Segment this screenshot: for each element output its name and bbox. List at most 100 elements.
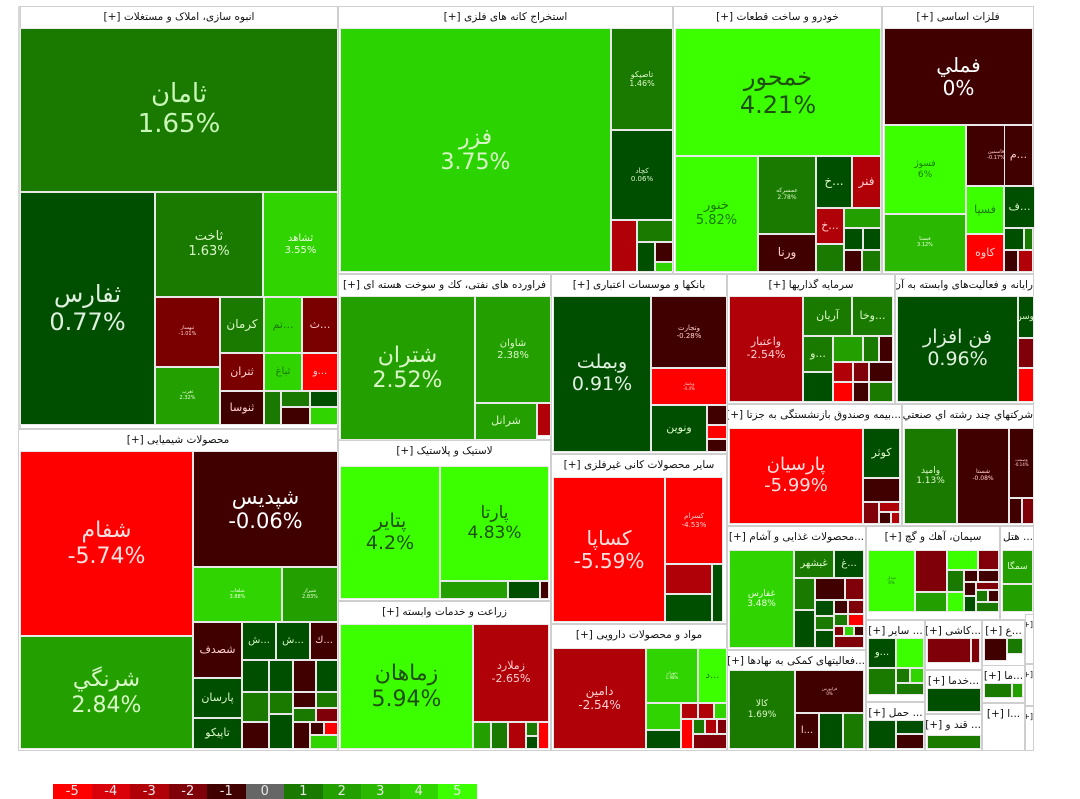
stock-tile[interactable] bbox=[1022, 498, 1034, 524]
stock-tile[interactable] bbox=[242, 692, 269, 722]
stock-tile[interactable] bbox=[815, 600, 834, 616]
stock-tile[interactable]: پارسیان -5.99% bbox=[729, 428, 863, 524]
stock-tile[interactable] bbox=[863, 336, 879, 362]
stock-tile[interactable] bbox=[815, 630, 834, 648]
sector-title-expand-button[interactable]: ... سایر [+] bbox=[868, 625, 923, 637]
sector-title-expand-button[interactable]: سرمایه گذاریها [+] bbox=[768, 279, 854, 291]
stock-tile[interactable] bbox=[540, 581, 549, 599]
stock-tile[interactable] bbox=[844, 250, 862, 272]
stock-tile[interactable] bbox=[896, 668, 910, 683]
stock-tile[interactable] bbox=[681, 719, 693, 749]
stock-tile[interactable]: آریان bbox=[803, 296, 852, 336]
stock-tile[interactable] bbox=[655, 242, 673, 262]
stock-tile[interactable]: سدار 6% bbox=[868, 550, 915, 612]
sector-title-expand-button[interactable]: [+] bbox=[1026, 712, 1033, 721]
sector-title-expand-button[interactable]: سایر محصولات کانی غیرفلزی [+] bbox=[563, 459, 715, 471]
stock-tile[interactable] bbox=[665, 564, 712, 594]
sector-title-expand-button[interactable]: ...فعالیتهای کمکی به نهادها [+] bbox=[728, 655, 865, 667]
sector-title-expand-button[interactable]: انبوه سازی، املاک و مستغلات [+] bbox=[103, 11, 255, 23]
stock-tile[interactable] bbox=[538, 722, 549, 749]
sector-title-expand-button[interactable]: زراعت و خدمات وابسته [+] bbox=[382, 606, 507, 618]
stock-tile[interactable] bbox=[927, 735, 981, 749]
stock-tile[interactable] bbox=[976, 590, 988, 602]
stock-tile[interactable] bbox=[816, 244, 844, 272]
stock-tile[interactable]: پارتا 4.83% bbox=[440, 466, 549, 581]
stock-tile[interactable]: تاصیکو 1.46% bbox=[611, 28, 673, 130]
sector-title-expand-button[interactable]: [+] bbox=[1026, 670, 1033, 679]
stock-tile[interactable] bbox=[834, 626, 844, 636]
stock-tile[interactable] bbox=[834, 636, 864, 648]
stock-tile[interactable]: شستا -0.08% bbox=[957, 428, 1009, 524]
stock-tile[interactable] bbox=[281, 391, 310, 407]
stock-tile[interactable]: وامید 1.13% bbox=[904, 428, 957, 524]
sector-title-expand-button[interactable]: ...خدما [+] bbox=[927, 675, 980, 687]
stock-tile[interactable]: تاپیکو bbox=[193, 718, 242, 749]
stock-tile[interactable]: توسن bbox=[1018, 296, 1034, 338]
stock-tile[interactable] bbox=[646, 730, 681, 749]
stock-tile[interactable] bbox=[310, 722, 324, 735]
sector-title-expand-button[interactable]: بانکها و موسسات اعتباری [+] bbox=[572, 279, 706, 291]
stock-tile[interactable]: ثغرب 2.32% bbox=[155, 367, 220, 425]
stock-tile[interactable] bbox=[964, 596, 976, 612]
stock-tile[interactable]: غفارس 3.48% bbox=[729, 550, 794, 648]
stock-tile[interactable] bbox=[879, 502, 900, 512]
stock-tile[interactable] bbox=[815, 616, 834, 630]
stock-tile[interactable] bbox=[845, 578, 864, 600]
stock-tile[interactable] bbox=[473, 722, 491, 749]
stock-tile[interactable] bbox=[971, 638, 980, 663]
stock-tile[interactable]: خنور 5.82% bbox=[675, 156, 758, 272]
stock-tile[interactable]: خمحور 4.21% bbox=[675, 28, 881, 156]
stock-tile[interactable] bbox=[1024, 228, 1033, 250]
stock-tile[interactable] bbox=[896, 683, 924, 695]
stock-tile[interactable] bbox=[947, 550, 978, 570]
stock-tile[interactable]: وصنعت -0.14% bbox=[1009, 428, 1034, 498]
stock-tile[interactable] bbox=[803, 372, 833, 402]
stock-tile[interactable]: ثشاهد 3.55% bbox=[263, 192, 338, 297]
sector-title-expand-button[interactable]: شرکتهاي چند رشته اي صنعتي [+] bbox=[903, 409, 1033, 421]
sector-title-expand-button[interactable]: ... حمل [+] bbox=[868, 707, 923, 719]
stock-tile[interactable]: ...ك bbox=[310, 622, 338, 660]
stock-tile[interactable] bbox=[927, 638, 971, 663]
stock-tile[interactable]: ...تم bbox=[264, 297, 302, 353]
stock-tile[interactable] bbox=[964, 582, 976, 596]
stock-tile[interactable] bbox=[896, 638, 924, 668]
stock-tile[interactable]: واعتبار -2.54% bbox=[729, 296, 803, 402]
stock-tile[interactable] bbox=[1009, 498, 1022, 524]
stock-tile[interactable] bbox=[848, 600, 864, 614]
stock-tile[interactable] bbox=[947, 592, 964, 612]
stock-tile[interactable] bbox=[794, 578, 815, 610]
stock-tile[interactable] bbox=[976, 582, 999, 590]
stock-tile[interactable] bbox=[637, 220, 673, 242]
sector-title-expand-button[interactable]: ...بیمه وصندوق بازنشستگی به جزتا [+] bbox=[728, 409, 901, 421]
stock-tile[interactable]: ...ا bbox=[795, 713, 819, 749]
sector-panel[interactable]: [+] bbox=[1025, 664, 1034, 706]
stock-tile[interactable] bbox=[707, 439, 727, 452]
stock-tile[interactable]: ...و bbox=[803, 336, 833, 372]
stock-tile[interactable] bbox=[854, 626, 864, 636]
stock-tile[interactable] bbox=[844, 228, 863, 250]
stock-tile[interactable]: کساپا -5.59% bbox=[553, 477, 665, 622]
stock-tile[interactable]: ثاخت 1.63% bbox=[155, 192, 263, 297]
stock-tile[interactable] bbox=[1018, 368, 1034, 402]
stock-tile[interactable]: وبملت 0.91% bbox=[553, 296, 651, 452]
stock-tile[interactable]: عمسرکه 2.78% bbox=[758, 156, 816, 234]
stock-tile[interactable]: شفام -5.74% bbox=[20, 451, 193, 636]
sector-title-expand-button[interactable]: [+] bbox=[1026, 620, 1033, 629]
stock-tile[interactable] bbox=[242, 660, 269, 692]
stock-tile[interactable]: ورنا bbox=[758, 234, 816, 272]
stock-tile[interactable] bbox=[1002, 584, 1033, 612]
stock-tile[interactable]: ...و bbox=[302, 353, 338, 391]
stock-tile[interactable] bbox=[910, 668, 924, 683]
stock-tile[interactable]: فنر bbox=[852, 156, 881, 208]
stock-tile[interactable]: غبشهر bbox=[794, 550, 834, 578]
stock-tile[interactable]: ونوین bbox=[651, 405, 707, 452]
stock-tile[interactable] bbox=[1018, 250, 1033, 272]
stock-tile[interactable] bbox=[698, 703, 714, 719]
stock-tile[interactable] bbox=[440, 581, 508, 599]
stock-tile[interactable] bbox=[717, 719, 727, 734]
sector-title-expand-button[interactable]: ...محصولات غذایی و آشام [+] bbox=[728, 531, 865, 543]
stock-tile[interactable] bbox=[819, 713, 843, 749]
stock-tile[interactable] bbox=[707, 405, 727, 425]
stock-tile[interactable]: دتهران 1.98% bbox=[646, 648, 698, 703]
stock-tile[interactable] bbox=[705, 719, 717, 734]
